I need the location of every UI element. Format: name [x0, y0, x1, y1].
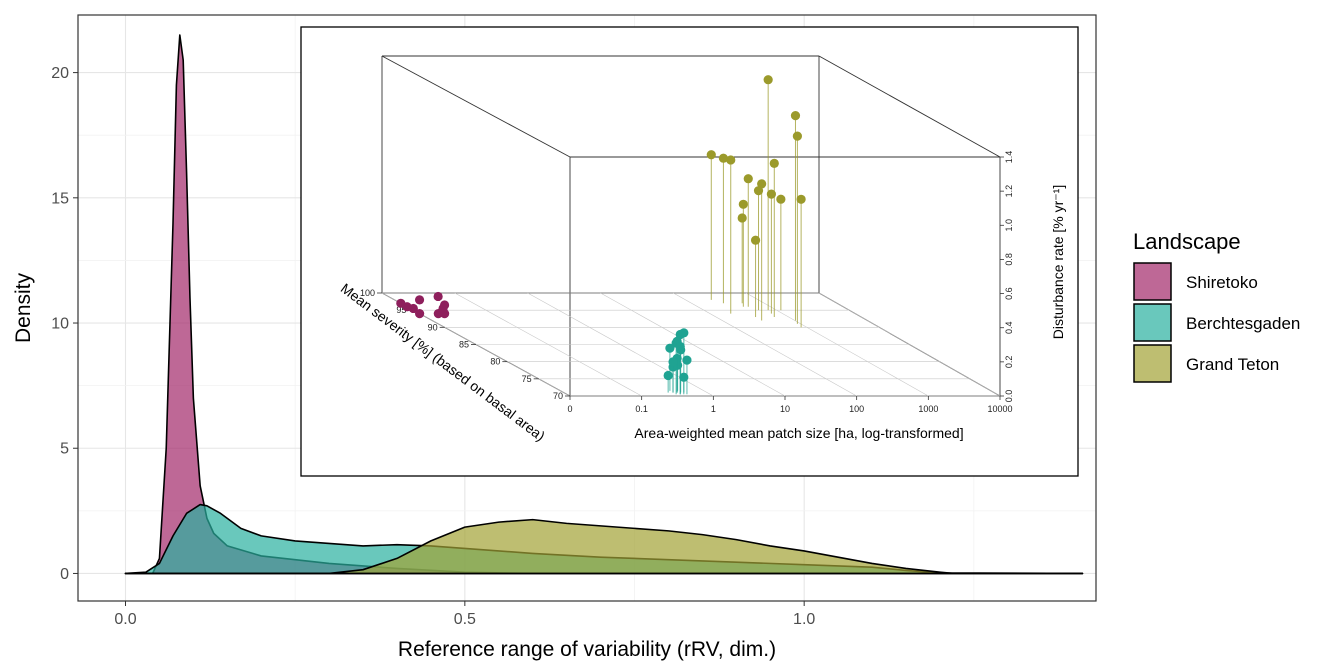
point-grand-teton	[796, 194, 806, 204]
box-edge	[381, 55, 571, 158]
point-grand-teton	[726, 155, 736, 165]
inset-points	[396, 75, 806, 395]
legend-label: Grand Teton	[1186, 355, 1279, 374]
legend-label: Berchtesgaden	[1186, 314, 1300, 333]
point-grand-teton	[766, 189, 776, 199]
x-tick-label: 0.0	[114, 611, 136, 628]
inset-y-tick-label: 90	[428, 322, 438, 332]
inset-z-tick-label: 0.8	[1004, 253, 1014, 266]
legend-swatch	[1133, 344, 1172, 383]
inset-x-tick-label: 100	[849, 404, 864, 414]
x-axis-title: Reference range of variability (rRV, dim…	[398, 638, 776, 661]
point-grand-teton	[718, 153, 729, 163]
inset-y-tick-label: 80	[490, 357, 500, 367]
legend-swatch	[1133, 262, 1172, 301]
legend-title: Landscape	[1133, 229, 1241, 254]
y-tick-label: 5	[60, 441, 69, 458]
point-berchtesgaden	[668, 357, 678, 367]
main-plot-border	[77, 14, 1097, 602]
point-berchtesgaden	[663, 370, 673, 381]
inset-z-tick-label: 0.2	[1004, 356, 1014, 369]
inset-y-tick-label: 95	[396, 305, 406, 315]
y-tick-label: 20	[51, 65, 69, 82]
point-berchtesgaden	[675, 341, 685, 352]
point-berchtesgaden	[665, 343, 675, 353]
point-berchtesgaden	[682, 355, 692, 365]
inset-z-tick-label: 1.4	[1004, 151, 1014, 164]
point-shiretoko	[433, 291, 443, 302]
inset-z-tick-label: 1.2	[1004, 185, 1014, 198]
x-tick-label: 0.5	[454, 611, 476, 628]
point-grand-teton	[792, 131, 802, 141]
inset-z-tick-label: 1.0	[1004, 219, 1014, 232]
inset-z-tick-label: 0.0	[1004, 390, 1014, 403]
inset-x-tick-label: 10	[780, 404, 790, 414]
point-grand-teton	[737, 213, 747, 223]
y-axis-title: Density	[12, 272, 35, 343]
legend-swatch	[1133, 303, 1172, 342]
point-grand-teton	[776, 194, 786, 204]
point-grand-teton	[743, 174, 753, 184]
inset-x-tick-label: 0	[567, 404, 572, 414]
inset-axes: 0 0.1 1 10 100 1000 10000 70 75 80 85 90 95 100 0.0 0.2…	[360, 151, 1014, 414]
point-shiretoko	[414, 295, 425, 305]
box-edge	[818, 55, 1001, 158]
inset-3d-plot: 0 0.1 1 10 100 1000 10000 70 75 80 85 90 95 100 0.0 0.2…	[300, 26, 1079, 477]
point-grand-teton	[790, 111, 801, 121]
inset-x-axis-title: Area-weighted mean patch size [ha, log-t…	[634, 425, 963, 441]
legend-label: Shiretoko	[1186, 273, 1258, 292]
point-grand-teton	[763, 75, 773, 85]
density-series	[124, 34, 1084, 575]
point-grand-teton	[753, 186, 764, 196]
point-shiretoko	[415, 309, 425, 319]
point-berchtesgaden	[679, 328, 689, 338]
point-grand-teton	[738, 199, 748, 209]
inset-border	[300, 26, 1079, 477]
y-tick-label: 15	[51, 190, 69, 207]
density-area-grand-teton	[124, 518, 1084, 575]
legend: Landscape Shiretoko Berchtesgaden Grand Te…	[1133, 229, 1300, 383]
point-shiretoko	[402, 302, 412, 312]
inset-x-tick-label: 10000	[987, 404, 1012, 414]
y-tick-label: 0	[60, 566, 69, 583]
inset-y-tick-label: 75	[522, 374, 532, 384]
inset-z-axis-title: Disturbance rate [% yr⁻¹]	[1050, 185, 1066, 339]
inset-z-tick-label: 0.6	[1004, 287, 1014, 300]
inset-y-tick-label: 100	[360, 288, 375, 298]
x-tick-label: 1.0	[793, 611, 815, 628]
inset-x-tick-label: 1000	[918, 404, 938, 414]
inset-x-tick-label: 0.1	[635, 404, 648, 414]
inset-y-tick-label: 85	[459, 340, 469, 350]
point-grand-teton	[750, 235, 761, 245]
inset-z-tick-label: 0.4	[1004, 321, 1014, 334]
point-shiretoko	[438, 303, 448, 314]
point-grand-teton	[769, 158, 779, 168]
inset-y-tick-label: 70	[553, 391, 563, 401]
point-grand-teton	[706, 150, 716, 160]
y-tick-label: 10	[51, 316, 69, 333]
inset-x-tick-label: 1	[711, 404, 716, 414]
